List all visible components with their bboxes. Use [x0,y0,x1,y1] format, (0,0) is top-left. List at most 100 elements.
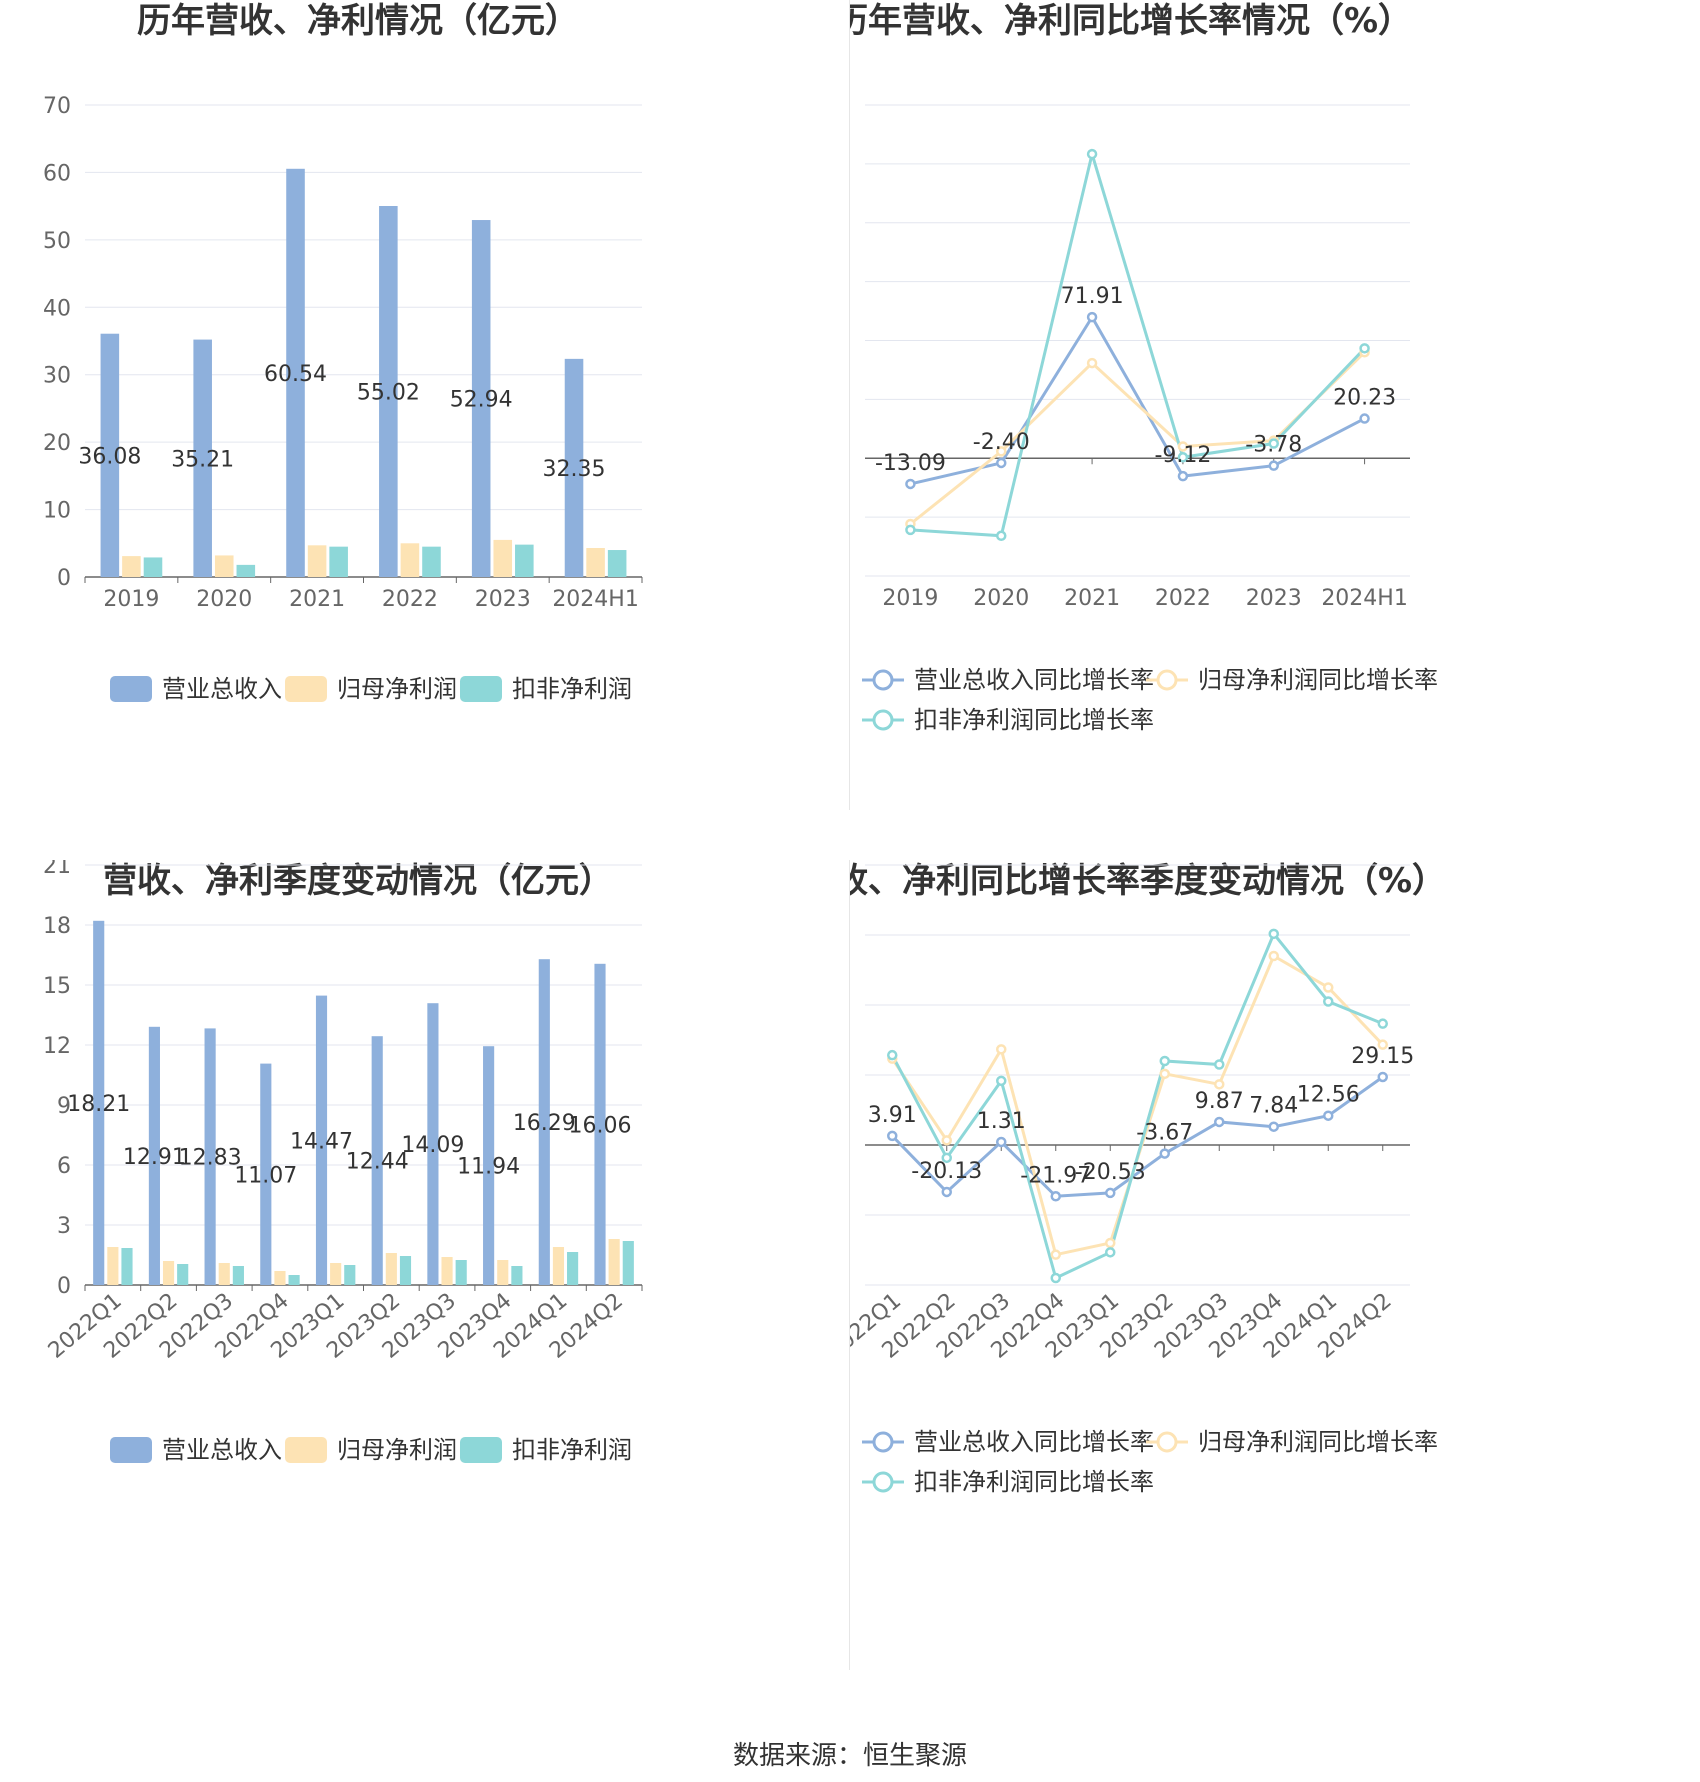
y-tick-label: 30 [43,364,71,389]
bar-net-profit [552,1247,565,1285]
chart-title: 营收、净利同比增长率季度变动情况（%） [850,861,1446,901]
legend-swatch [110,676,152,702]
data-point [1377,1039,1388,1050]
legend-swatch [460,1437,502,1463]
divider [849,860,850,1670]
y-tick-label: 60 [850,330,851,355]
data-label: 55.02 [357,381,420,406]
data-label: 14.47 [290,1129,353,1154]
data-point [1159,1148,1170,1159]
data-label: 12.91 [123,1145,186,1170]
y-tick-label: 10 [43,499,71,524]
data-point [887,1130,898,1142]
bar-deducted-profit [232,1266,244,1285]
legend-swatch [460,676,502,702]
quarterly-growth-rate-chart: 营收、净利同比增长率季度变动情况（%）-60-3003060901202022Q… [850,860,1700,1720]
legend-label: 扣非净利润同比增长率 [914,706,1154,734]
bar-net-profit [330,1263,342,1285]
data-point [941,1152,952,1164]
x-tick-label: 2019 [103,587,159,612]
data-point [1268,438,1279,449]
bar-revenue [471,220,491,577]
data-label: -21.97 [1020,1163,1091,1188]
quarterly-revenue-profit-chart: 营收、净利季度变动情况（亿元） 0 3 6 9 12 15 18 21 2022Q1 2022Q2 2… [0,860,850,1720]
y-tick-label: 50 [43,229,71,254]
y-tick-label: 12 [43,1034,71,1059]
data-label: 7.84 [1249,1094,1298,1119]
data-point [1214,1116,1225,1128]
annual-growth-rate-chart: 历年营收、净利同比增长率情况（%） -60 -30 0 30 60 90 120 150 180 2… [850,0,1700,860]
bar-net-profit [107,1247,119,1285]
data-point [1214,1059,1225,1070]
data-point [1323,996,1334,1007]
data-label: 14.09 [401,1133,464,1158]
bar-revenue [315,995,328,1285]
bar-net-profit [493,539,513,577]
data-label: -9.12 [1154,443,1211,468]
x-tick-label: 2021 [289,587,345,612]
x-tick-label: 2021 [1064,586,1120,611]
data-point [1177,452,1189,463]
data-point [1105,1237,1116,1249]
bar-revenue [538,959,550,1285]
series-line-3 [890,930,1384,1281]
data-point [905,524,916,536]
x-tick-label: 2023 [1246,586,1302,611]
data-point [1086,148,1098,160]
data-point [1377,1018,1388,1029]
data-point [1268,460,1279,471]
legend-marker [872,1471,894,1493]
data-label: 16.06 [569,1113,632,1138]
bar-deducted-profit [329,546,348,577]
data-point [1159,1055,1170,1067]
bar-revenue [564,358,584,577]
bar-revenue [93,920,105,1285]
legend-marker [1156,1431,1178,1453]
bar-deducted-profit [422,546,441,577]
bar-deducted-profit [622,1241,634,1285]
data-point [996,1136,1007,1148]
data-label: -20.53 [1075,1160,1146,1185]
y-tick-label: 120 [850,212,851,237]
data-point [905,478,916,490]
bar-deducted-profit [607,550,627,577]
data-point [1268,1121,1279,1132]
data-label: 12.56 [1297,1083,1360,1108]
x-tick-label: 2024H1 [1321,586,1408,611]
legend-label: 扣非净利润 [512,1436,632,1464]
data-point [1086,357,1098,369]
bar-net-profit [441,1257,453,1285]
y-tick-label: 3 [57,1214,71,1239]
data-point [1268,950,1279,962]
data-label: 36.08 [78,444,141,469]
bar-net-profit [497,1260,509,1285]
series-line-3 [910,148,1366,538]
y-tick-label: 30 [850,388,851,413]
legend-label: 营业总收入 [162,1436,282,1464]
data-label: 11.07 [234,1163,297,1188]
data-point [996,1044,1007,1055]
y-tick-label: -60 [850,1274,851,1299]
y-tick-label: 9 [57,1094,71,1119]
chart-svg: 营收、净利同比增长率季度变动情况（%）-60-3003060901202022Q… [850,860,1446,1496]
legend-label: 归母净利润同比增长率 [1198,1428,1438,1456]
data-label: 20.23 [1333,386,1396,411]
legend-label: 归母净利润同比增长率 [1198,666,1438,694]
y-tick-label: 21 [43,860,71,879]
bar-deducted-profit [177,1264,189,1285]
data-point [1105,1187,1116,1199]
data-point [1214,1079,1225,1090]
x-tick-label: 2019 [882,586,938,611]
bar-deducted-profit [515,544,534,577]
bar-deducted-profit [511,1266,523,1285]
chart-title: 营收、净利季度变动情况（亿元） [103,861,613,901]
bar-net-profit [218,1263,230,1285]
data-label: 16.29 [513,1111,576,1136]
x-tick-label: 2022 [382,587,438,612]
bar-deducted-profit [236,564,256,577]
data-label: 60.54 [264,362,327,387]
data-point [941,1186,952,1198]
data-point [1050,1272,1061,1284]
bar-deducted-profit [121,1248,133,1285]
bar-net-profit [400,543,420,577]
